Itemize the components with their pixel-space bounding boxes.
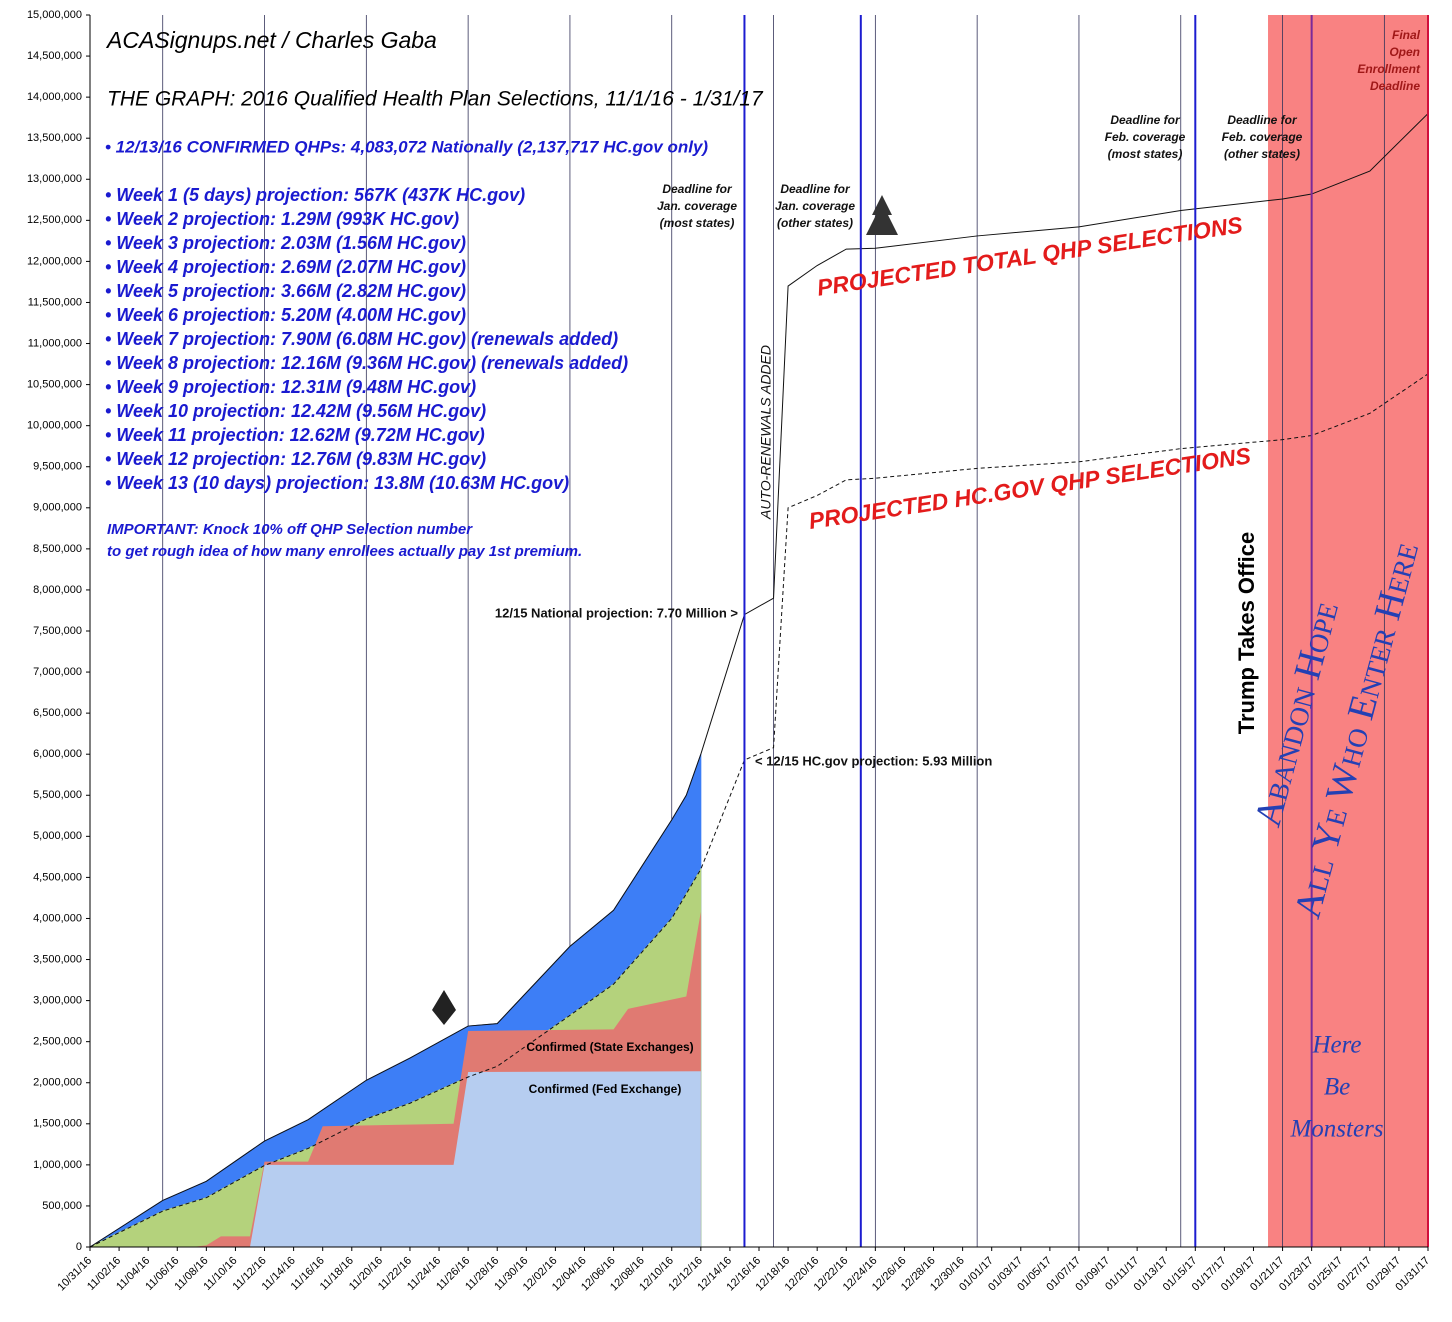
y-tick-label: 10,000,000 <box>27 420 82 432</box>
series-line <box>89 373 1429 1248</box>
annotation: Deadline for Feb. coverage (other states) <box>1222 113 1303 161</box>
annotation-line: Open <box>1389 45 1420 59</box>
annotation-line: AUTO-RENEWALS ADDED <box>758 345 774 520</box>
footnote-line: to get rough idea of how many enrollees … <box>107 543 582 560</box>
annotation: Deadline for Jan. coverage (most states) <box>657 182 737 230</box>
chart-title: ACASignups.net / Charles Gaba <box>105 27 437 53</box>
annotation-line: (most states) <box>660 216 735 230</box>
series-label: PROJECTED HC.GOV QHP SELECTIONS <box>807 442 1253 534</box>
annotation-line: Jan. coverage <box>775 199 855 213</box>
note-line: • Week 8 projection: 12.16M (9.36M HC.go… <box>105 353 628 373</box>
chart-subtitle: THE GRAPH: 2016 Qualified Health Plan Se… <box>107 88 764 111</box>
y-tick-label: 3,000,000 <box>33 995 82 1007</box>
y-tick-label: 13,000,000 <box>27 173 82 185</box>
series-label: Confirmed (State Exchanges) <box>526 1040 693 1054</box>
note-line: • Week 9 projection: 12.31M (9.48M HC.go… <box>105 377 476 397</box>
y-tick-label: 500,000 <box>42 1200 82 1212</box>
annotation: Here Be Monsters <box>1289 1032 1383 1143</box>
annotation-line: Feb. coverage <box>1105 130 1186 144</box>
annotation: Deadline for Jan. coverage (other states) <box>775 182 855 230</box>
annotation-line: Jan. coverage <box>657 199 737 213</box>
annotation-line: 12/15 National projection: 7.70 Million … <box>495 605 738 620</box>
y-tick-label: 14,000,000 <box>27 91 82 103</box>
note-line: • Week 4 projection: 2.69M (2.07M HC.gov… <box>105 257 466 277</box>
y-tick-label: 5,500,000 <box>33 789 82 801</box>
y-tick-label: 2,000,000 <box>33 1077 82 1089</box>
turkey-icon <box>432 990 456 1025</box>
note-line: • Week 12 projection: 12.76M (9.83M HC.g… <box>105 449 486 469</box>
shaded-band <box>1268 15 1428 1247</box>
y-tick-label: 8,000,000 <box>33 584 82 596</box>
footnote-line: IMPORTANT: Knock 10% off QHP Selection n… <box>107 521 473 538</box>
y-tick-label: 15,000,000 <box>27 9 82 21</box>
y-tick-label: 5,000,000 <box>33 830 82 842</box>
y-tick-label: 9,500,000 <box>33 461 82 473</box>
area <box>90 1071 701 1247</box>
note-line: • 12/13/16 CONFIRMED QHPs: 4,083,072 Nat… <box>105 137 708 156</box>
annotation: Final Open Enrollment Deadline <box>1357 28 1421 93</box>
annotation-line: Feb. coverage <box>1222 130 1303 144</box>
y-tick-label: 1,500,000 <box>33 1118 82 1130</box>
annotation-line: Deadline <box>1370 79 1420 93</box>
y-tick-label: 1,000,000 <box>33 1159 82 1171</box>
note-line: • Week 7 projection: 7.90M (6.08M HC.gov… <box>105 329 618 349</box>
annotation-line: Trump Takes Office <box>1234 532 1259 735</box>
note-line: • Week 13 (10 days) projection: 13.8M (1… <box>105 473 569 493</box>
annotation: Deadline for Feb. coverage (most states) <box>1105 113 1186 161</box>
annotation-line: (other states) <box>777 216 853 230</box>
y-tick-label: 3,500,000 <box>33 953 82 965</box>
y-tick-label: 13,500,000 <box>27 132 82 144</box>
annotation-line: < 12/15 HC.gov projection: 5.93 Million <box>755 753 992 768</box>
y-tick-label: 7,500,000 <box>33 625 82 637</box>
y-tick-label: 4,500,000 <box>33 871 82 883</box>
y-tick-label: 11,000,000 <box>28 337 82 349</box>
annotation-line: (other states) <box>1224 147 1300 161</box>
annotation-line: Here <box>1311 1032 1361 1059</box>
annotation: < 12/15 HC.gov projection: 5.93 Million <box>755 753 992 768</box>
y-tick-label: 2,500,000 <box>33 1036 82 1048</box>
annotation-line: (most states) <box>1108 147 1183 161</box>
annotation: 12/15 National projection: 7.70 Million … <box>495 605 738 620</box>
y-tick-label: 6,000,000 <box>33 748 82 760</box>
y-tick-label: 4,000,000 <box>33 912 82 924</box>
note-line: • Week 5 projection: 3.66M (2.82M HC.gov… <box>105 281 466 301</box>
note-line: • Week 1 (5 days) projection: 567K (437K… <box>105 185 525 205</box>
y-tick-label: 12,000,000 <box>27 255 82 267</box>
series-label: Confirmed (Fed Exchange) <box>529 1082 682 1096</box>
y-tick-label: 0 <box>76 1241 82 1253</box>
annotation-line: Deadline for <box>780 182 851 196</box>
y-tick-label: 11,500,000 <box>28 296 82 308</box>
y-tick-label: 7,000,000 <box>33 666 82 678</box>
annotation: Trump Takes Office <box>1234 532 1259 735</box>
annotation-line: Deadline for <box>1110 113 1181 127</box>
annotation-line: Deadline for <box>1227 113 1298 127</box>
note-line: • Week 10 projection: 12.42M (9.56M HC.g… <box>105 401 486 421</box>
annotation-line: Deadline for <box>662 182 733 196</box>
annotation-line: Enrollment <box>1357 62 1421 76</box>
annotation-line: Be <box>1324 1074 1350 1101</box>
y-tick-label: 9,000,000 <box>33 502 82 514</box>
note-line: • Week 2 projection: 1.29M (993K HC.gov) <box>105 209 459 229</box>
y-tick-label: 10,500,000 <box>27 379 82 391</box>
note-line: • Week 6 projection: 5.20M (4.00M HC.gov… <box>105 305 466 325</box>
y-tick-label: 8,500,000 <box>33 543 82 555</box>
y-tick-label: 14,500,000 <box>27 50 82 62</box>
note-line: • Week 11 projection: 12.62M (9.72M HC.g… <box>105 425 485 445</box>
y-tick-label: 12,500,000 <box>27 214 82 226</box>
annotation-line: Monsters <box>1289 1116 1383 1143</box>
annotation: AUTO-RENEWALS ADDED <box>758 345 774 520</box>
annotation-line: Final <box>1392 28 1421 42</box>
series-line <box>89 113 1429 1248</box>
tree-icon <box>866 195 898 235</box>
note-line: • Week 3 projection: 2.03M (1.56M HC.gov… <box>105 233 466 253</box>
y-tick-label: 6,500,000 <box>33 707 82 719</box>
